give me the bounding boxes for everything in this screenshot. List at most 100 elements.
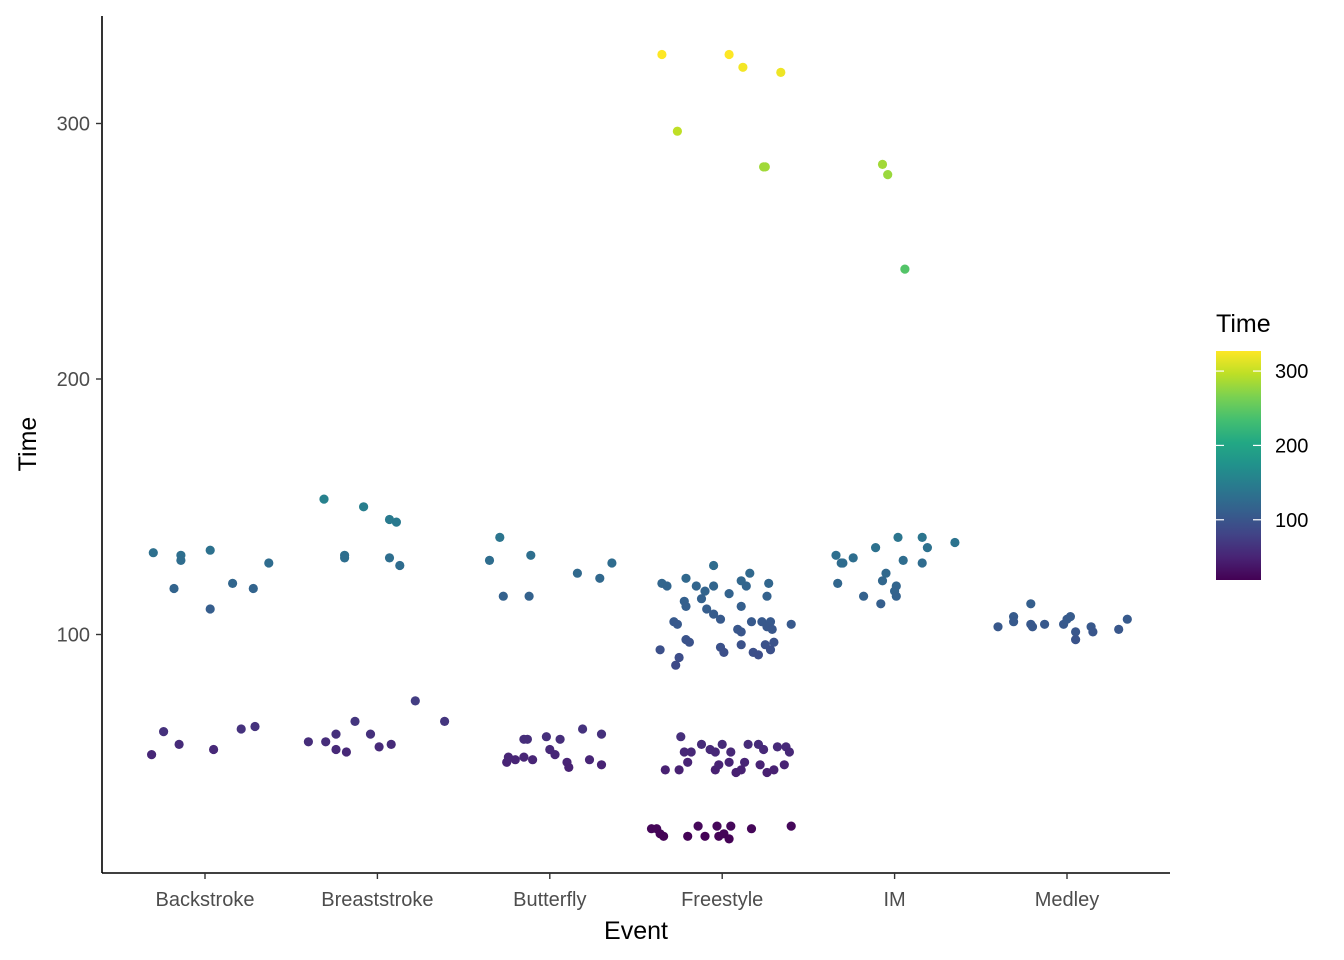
legend-tick-label: 300 [1275, 361, 1308, 383]
data-point [736, 640, 746, 650]
x-tick-label: Freestyle [681, 889, 763, 911]
data-point [719, 647, 729, 658]
data-point [922, 543, 933, 553]
data-point [786, 821, 796, 831]
data-point [917, 558, 927, 568]
data-point [174, 739, 184, 750]
data-point [993, 622, 1003, 632]
data-point [741, 581, 751, 591]
data-point [386, 739, 396, 750]
data-point [762, 591, 772, 601]
data-point [696, 594, 707, 604]
data-point [767, 624, 777, 635]
legend-title: Time [1216, 310, 1271, 338]
data-point [572, 568, 583, 578]
data-point [264, 558, 274, 568]
data-point [1027, 622, 1038, 632]
data-point [950, 537, 960, 548]
data-point [526, 550, 536, 560]
data-point [700, 831, 710, 841]
x-axis-ticks: Backstroke Breaststroke Butterfly Freestyle… [156, 873, 1099, 911]
data-point [148, 548, 158, 558]
data-point [1088, 627, 1098, 637]
data-point [838, 558, 848, 568]
data-point [683, 831, 693, 841]
data-point [769, 765, 779, 775]
data-point [779, 760, 789, 770]
y-axis-ticks: 100 200 300 [57, 114, 102, 647]
data-point [595, 573, 605, 583]
data-point [746, 617, 757, 627]
data-point [738, 62, 748, 72]
data-point [1040, 619, 1050, 629]
data-point [848, 553, 858, 563]
data-point [712, 821, 722, 831]
data-point [709, 560, 719, 571]
data-point [1026, 599, 1036, 609]
data-point [321, 737, 331, 747]
data-point [871, 543, 881, 553]
data-point [331, 744, 341, 755]
data-point [503, 752, 513, 762]
legend-colorbar [1216, 351, 1261, 580]
data-point [1065, 612, 1075, 622]
data-point [205, 545, 215, 555]
data-point [1009, 617, 1019, 627]
data-point [743, 739, 753, 750]
data-point [528, 755, 538, 765]
data-point [541, 732, 552, 742]
data-point [555, 734, 565, 744]
data-point [498, 591, 508, 601]
data-point [726, 747, 736, 757]
data-point [740, 757, 750, 767]
data-point [877, 159, 888, 169]
data-point [341, 747, 351, 757]
data-point [147, 750, 157, 760]
data-point [176, 555, 186, 566]
data-point [395, 560, 405, 571]
data-point [510, 755, 520, 765]
data-point [384, 553, 395, 563]
x-axis-title: Event [604, 917, 668, 945]
data-point [745, 568, 755, 578]
data-point [681, 573, 691, 583]
data-point [519, 752, 529, 762]
data-point [833, 578, 843, 589]
color-legend: Time 100 200 300 [1216, 310, 1308, 580]
data-point [686, 747, 696, 757]
data-point [331, 729, 341, 739]
data-point [607, 558, 617, 568]
data-point [1071, 627, 1081, 637]
data-point [736, 601, 746, 612]
data-point [659, 831, 669, 841]
data-point [655, 645, 665, 655]
legend-tick-label: 200 [1275, 435, 1308, 457]
data-point [1071, 635, 1081, 645]
data-point [410, 696, 420, 706]
y-tick-label: 300 [57, 114, 90, 136]
data-point [891, 591, 901, 601]
data-point [495, 532, 505, 543]
data-point [709, 581, 719, 591]
data-point [702, 604, 712, 614]
data-point [365, 729, 376, 739]
data-point [714, 760, 724, 770]
data-point [228, 578, 238, 589]
data-point [726, 821, 736, 831]
data-point [440, 716, 450, 727]
data-point [831, 550, 841, 560]
data-point [522, 734, 533, 744]
data-point [248, 583, 258, 594]
data-point [584, 755, 595, 765]
data-point [250, 721, 260, 732]
data-point [564, 762, 574, 773]
data-point [674, 652, 684, 663]
data-point [350, 716, 360, 727]
data-point [681, 601, 691, 612]
data-point [1114, 624, 1124, 635]
x-tick-label: Butterfly [513, 889, 586, 911]
data-point [679, 747, 689, 757]
data-point [717, 739, 727, 750]
data-point [660, 765, 670, 775]
